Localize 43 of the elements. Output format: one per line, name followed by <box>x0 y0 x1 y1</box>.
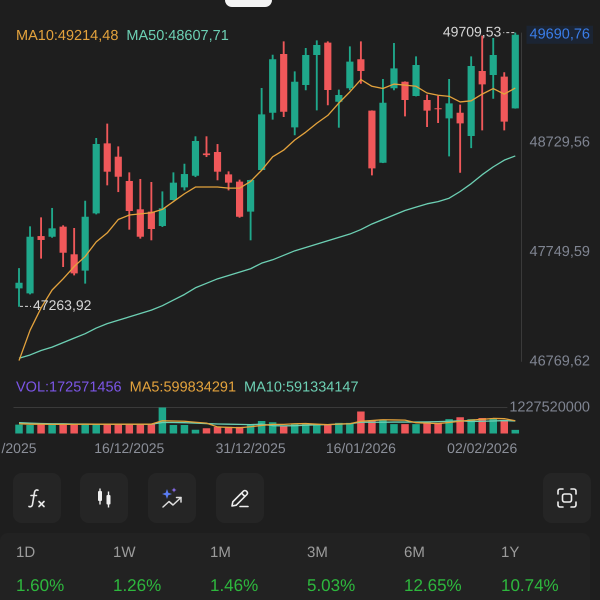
category-label: 1W <box>113 544 136 562</box>
y-tick-label: 49690,76 <box>530 26 590 43</box>
text: 1.60% <box>16 576 64 595</box>
x-tick-label: 16/01/2026 <box>326 440 396 456</box>
y-tick-label: 48729,56 <box>530 134 590 150</box>
bar <box>148 424 156 434</box>
text: 10.74% <box>501 576 559 595</box>
category-label: 1M <box>210 544 231 562</box>
bar <box>412 424 420 434</box>
bar <box>214 426 222 434</box>
bar <box>192 430 200 434</box>
y-tick-label: 47749,59 <box>530 244 590 260</box>
bar <box>500 420 508 434</box>
x-tick-label: /2025 <box>1 440 37 456</box>
y-tick-label: 1227520000 <box>509 400 590 416</box>
text: MA10:49214,48 <box>16 28 118 44</box>
x-tick-label: 02/02/2026 <box>447 440 518 456</box>
category-label: 1Y <box>501 544 520 562</box>
x-tick-label: 31/12/2025 <box>216 440 286 456</box>
bar <box>15 424 23 434</box>
bar <box>180 425 188 434</box>
series-label: MA5:599834291 <box>130 380 236 396</box>
bar <box>26 425 34 434</box>
bar <box>280 426 288 434</box>
bar <box>512 430 520 434</box>
series-label: MA10:591334147 <box>244 380 359 396</box>
y-tick-label: 46769,62 <box>530 354 590 370</box>
text: 12.65% <box>404 576 462 595</box>
category-label: 1D <box>16 544 36 562</box>
bar <box>202 428 210 434</box>
x-tick-label: 16/12/2025 <box>94 440 165 456</box>
text: MA50:48607,71 <box>126 28 229 44</box>
text: VOL:172571456 <box>16 380 122 396</box>
category-label: 3M <box>307 544 328 562</box>
annotation: 49709,53 <box>442 23 502 40</box>
bar <box>170 425 178 434</box>
bar <box>390 424 398 434</box>
text: 1.26% <box>113 576 162 595</box>
text: 5.03% <box>307 576 356 595</box>
bar <box>401 424 409 434</box>
text: 1.46% <box>210 576 258 595</box>
category-label: 6M <box>404 544 425 562</box>
bar <box>434 422 442 434</box>
